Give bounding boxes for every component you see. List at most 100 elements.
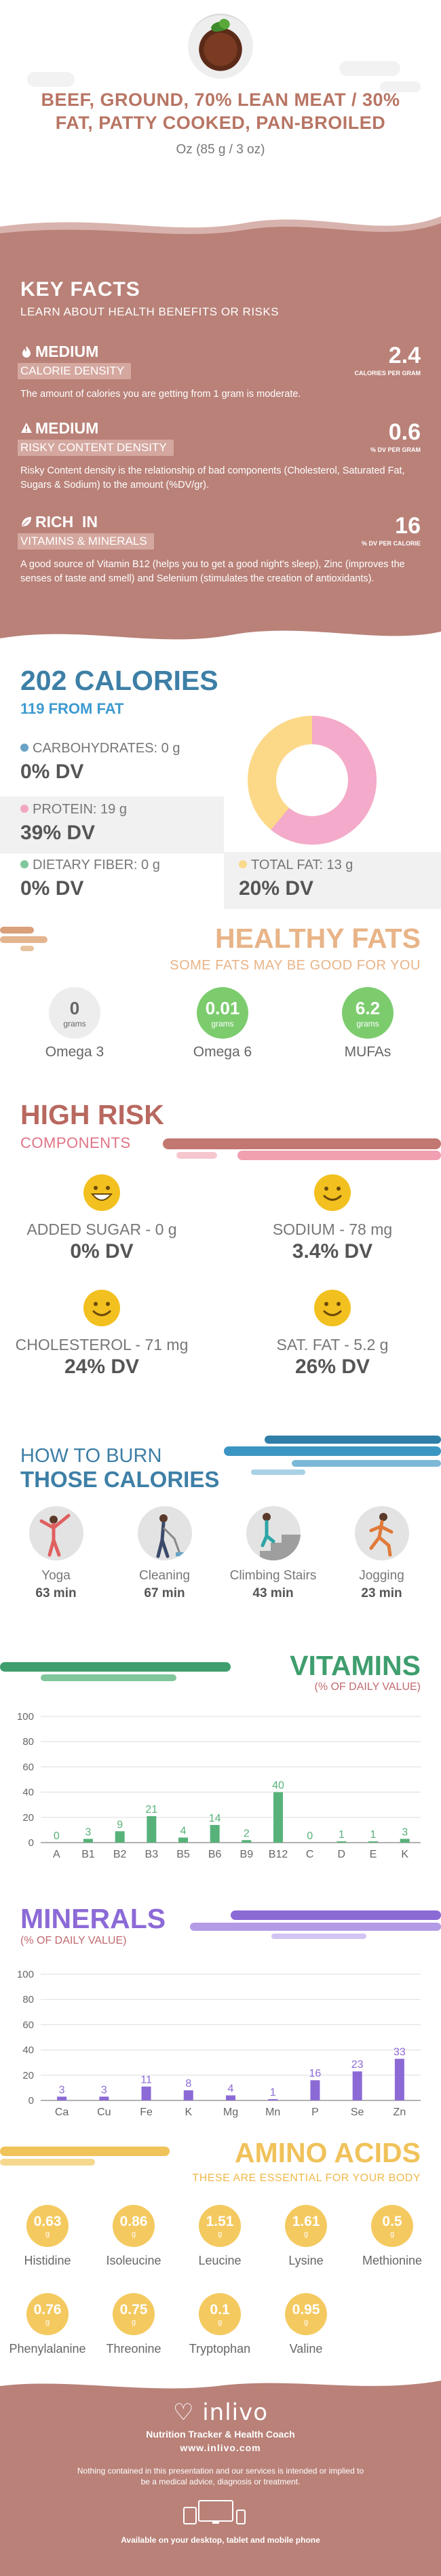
amino-name: Valine	[289, 2342, 323, 2356]
amino-item-valine: 0.95 g Valine	[264, 2293, 348, 2356]
mineral-bar	[310, 2080, 320, 2100]
burn-how-label: HOW TO BURN	[20, 1445, 162, 1467]
fact-unit: CALORIES PER GRAM	[354, 370, 421, 377]
vitamin-value-label: 1	[370, 1829, 377, 1841]
risk-dv: 26% DV	[294, 1356, 370, 1378]
activity-name: Jogging	[359, 1569, 404, 1583]
amino-acids-section: AMINO ACIDS THESE ARE ESSENTIAL FOR YOUR…	[0, 2123, 441, 2375]
vitamins-section: VITAMINS (% OF DAILY VALUE) 0 20 40 60 80 100…	[0, 1608, 441, 1866]
mineral-bar	[141, 2086, 151, 2100]
fat-name: MUFAs	[344, 1044, 391, 1060]
fact-name: VITAMINS & MINERALS	[18, 533, 154, 550]
fat-value: 6.2	[355, 997, 381, 1018]
amino-value: 0.5	[382, 2214, 402, 2229]
amino-name: Phenylalanine	[9, 2342, 86, 2356]
amino-value: 0.1	[210, 2302, 230, 2318]
amino-value: 1.51	[206, 2214, 234, 2229]
amino-value: 0.95	[292, 2302, 320, 2318]
risk-label: SAT. FAT - 5.2 g	[276, 1336, 389, 1353]
minerals-title: MINERALS	[20, 1903, 166, 1934]
amino-value-circle: 1.61 g	[285, 2205, 327, 2247]
mineral-x-tick: K	[185, 2107, 192, 2118]
vitamins-subtitle: (% OF DAILY VALUE)	[314, 1681, 421, 1693]
high-risk-subtitle: COMPONENTS	[20, 1134, 131, 1151]
nutrient-dv: 0% DV	[20, 761, 84, 783]
decorative-stripes	[0, 2147, 170, 2166]
footer-availability: Available on your desktop, tablet and mo…	[121, 2535, 320, 2545]
vitamin-y-tick: 80	[22, 1736, 34, 1748]
mineral-bar	[352, 2071, 362, 2100]
risk-added-sugar: ADDED SUGAR - 0 g 0% DV	[0, 1174, 204, 1263]
fat-unit: grams	[211, 1018, 234, 1029]
footer: ♡ inlivo Nutrition Tracker & Health Coac…	[0, 2374, 441, 2576]
vitamin-bar	[83, 1839, 93, 1843]
nutrient-label: TOTAL FAT: 13 g	[251, 858, 353, 872]
vitamin-bar	[368, 1841, 378, 1843]
vitamin-bar	[147, 1815, 157, 1843]
cleaning-icon	[137, 1506, 192, 1560]
decorative-stripes	[190, 1910, 441, 1939]
healthy-fats-title: HEALTHY FATS	[215, 923, 421, 954]
portion-size: Oz (85 g / 3 oz)	[176, 142, 265, 157]
risk-sodium: SODIUM - 78 mg 3.4% DV	[231, 1174, 434, 1263]
vitamin-value-label: 9	[117, 1819, 123, 1830]
vitamin-x-tick: K	[401, 1849, 408, 1860]
mineral-bar	[394, 2058, 404, 2100]
legend-dot	[239, 860, 247, 868]
footer-tagline: Nutrition Tracker & Health Coach	[146, 2429, 295, 2440]
fat-omega-3: 0 grams Omega 3	[20, 987, 129, 1060]
vitamins-title: VITAMINS	[290, 1650, 421, 1681]
vitamin-x-tick: B12	[269, 1849, 288, 1860]
activity-yoga: Yoga 63 min	[3, 1506, 109, 1601]
mineral-value-label: 33	[394, 2047, 406, 2058]
mineral-x-tick: Mn	[265, 2107, 280, 2118]
cloud-decoration	[380, 81, 421, 92]
calories-title: 202 CALORIES	[20, 665, 218, 696]
calorie-donut-chart	[248, 716, 377, 845]
vitamin-x-tick: B3	[145, 1849, 159, 1860]
key-facts-section: KEY FACTS LEARN ABOUT HEALTH BENEFITS OR…	[0, 203, 441, 652]
fat-value-circle: 6.2 grams	[342, 987, 394, 1039]
mineral-y-tick: 60	[22, 2019, 34, 2031]
fat-value: 0.01	[205, 997, 240, 1018]
legend-dot	[20, 860, 28, 868]
mineral-y-tick: 100	[17, 1969, 34, 1980]
fat-value-circle: 0 grams	[49, 987, 100, 1039]
risk-dv: 3.4% DV	[292, 1240, 373, 1263]
food-title: BEEF, GROUND, 70% LEAN MEAT / 30% FAT, P…	[41, 90, 400, 133]
amino-value: 0.76	[33, 2302, 62, 2318]
activity-cleaning: Cleaning 67 min	[112, 1506, 217, 1601]
activity-minutes: 23 min	[361, 1586, 402, 1600]
vitamin-x-tick: B6	[208, 1849, 222, 1860]
nutrient-label: PROTEIN: 19 g	[33, 802, 127, 817]
vitamin-value-label: 4	[180, 1826, 187, 1837]
amino-name: Leucine	[198, 2254, 242, 2267]
legend-dot	[20, 744, 28, 752]
vitamin-value-label: 0	[307, 1830, 313, 1842]
vitamin-y-tick: 20	[22, 1812, 34, 1824]
vitamin-value-label: 40	[272, 1780, 284, 1792]
healthy-fats-section: HEALTHY FATS SOME FATS MAY BE GOOD FOR Y…	[0, 909, 441, 1085]
vitamin-x-tick: A	[53, 1849, 60, 1860]
vitamin-x-tick: B9	[240, 1849, 254, 1860]
mineral-y-tick: 20	[22, 2070, 34, 2081]
wave-divider	[0, 2374, 441, 2389]
yoga-icon	[28, 1506, 83, 1560]
mineral-value-label: 11	[140, 2075, 152, 2086]
mineral-value-label: 4	[228, 2083, 234, 2095]
fact-unit: % DV PER CALORIE	[361, 540, 421, 547]
fat-value: 0	[69, 997, 80, 1018]
devices-icon	[183, 2500, 246, 2524]
amino-subtitle: THESE ARE ESSENTIAL FOR YOUR BODY	[192, 2172, 421, 2184]
amino-title: AMINO ACIDS	[234, 2137, 421, 2168]
footer-url[interactable]: www.inlivo.com	[180, 2442, 261, 2453]
activity-name: Yoga	[41, 1569, 71, 1583]
mineral-value-label: 3	[59, 2084, 65, 2096]
amino-name: Lysine	[288, 2254, 324, 2267]
fat-omega-6: 0.01 grams Omega 6	[168, 987, 277, 1060]
activity-name: Climbing Stairs	[229, 1569, 317, 1583]
amino-name: Threonine	[106, 2342, 161, 2356]
fat-unit: grams	[63, 1018, 86, 1029]
fact-value: 0.6	[388, 419, 421, 445]
